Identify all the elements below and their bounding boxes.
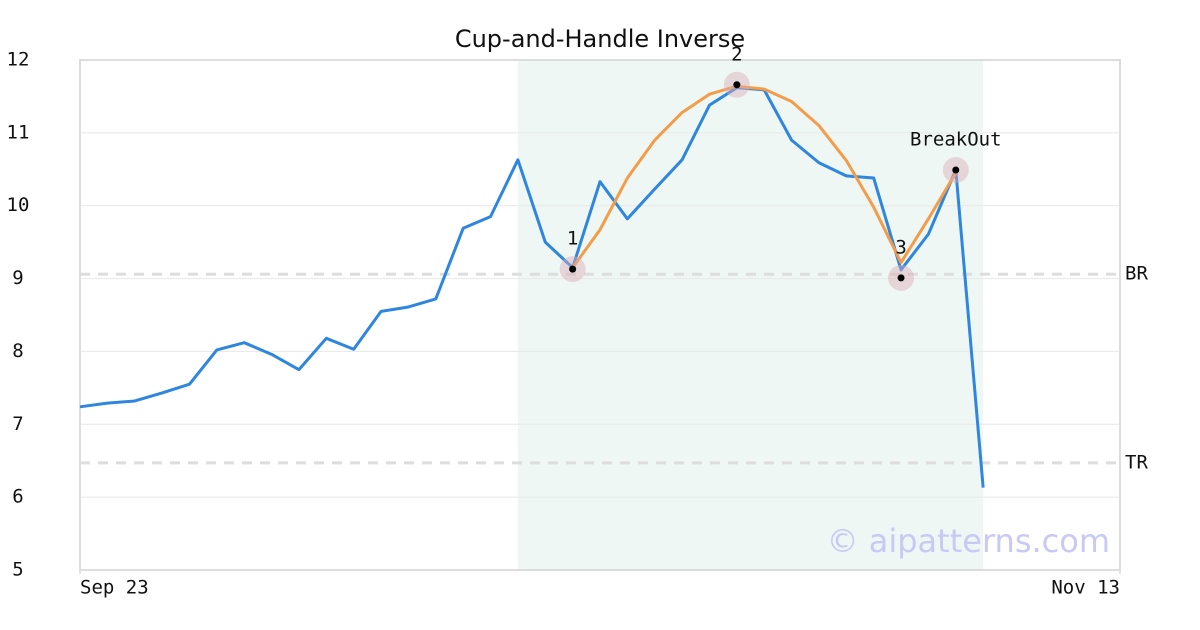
y-tick-label: 6 [12, 486, 23, 508]
x-tick-label: Nov 13 [1051, 577, 1120, 599]
point-dot [569, 265, 577, 273]
series-line [571, 84, 958, 269]
point-label: 3 [895, 236, 906, 258]
point-label: 1 [567, 228, 578, 250]
point-dot [897, 274, 905, 282]
watermark: © aipatterns.com [827, 522, 1110, 560]
y-tick-label: 5 [12, 559, 23, 581]
point-dot [733, 81, 741, 89]
y-tick-label: 11 [7, 121, 30, 143]
point-label: 2 [731, 43, 742, 65]
chart-title: Cup-and-Handle Inverse [455, 25, 745, 53]
y-tick-label: 8 [12, 340, 23, 362]
y-tick-label: 12 [7, 49, 30, 71]
point-label: BreakOut [910, 129, 1002, 151]
y-tick-label: 9 [12, 267, 23, 289]
point-dot [952, 166, 960, 174]
series-line [79, 86, 985, 488]
highlight-region [517, 60, 984, 570]
y-tick-label: 7 [12, 413, 23, 435]
level-label: BR [1125, 263, 1148, 285]
plot-frame [79, 59, 1121, 571]
x-tick-label: Sep 23 [80, 577, 149, 599]
level-label: TR [1125, 451, 1148, 473]
y-tick-label: 10 [7, 194, 30, 216]
